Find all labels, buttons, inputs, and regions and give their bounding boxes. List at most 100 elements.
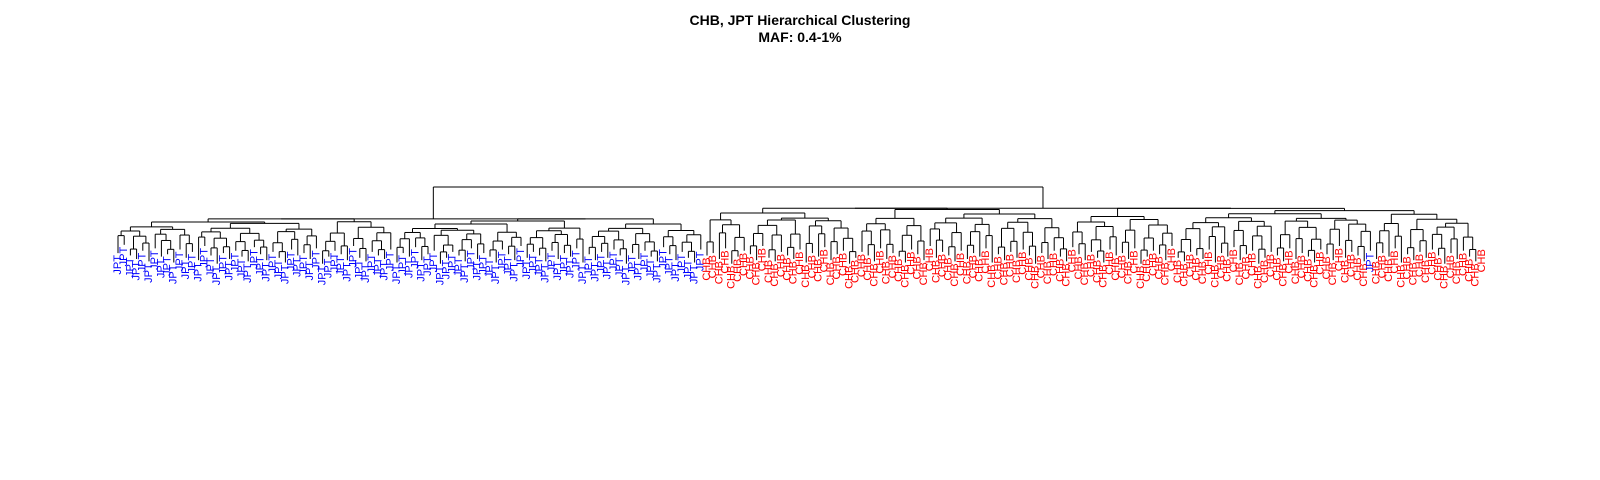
leaf-label-chb: CHB (1278, 263, 1290, 286)
leaf-label-jpt: JPT (620, 265, 632, 285)
leaf-label-chb: CHB (875, 250, 887, 273)
leaf-label-chb: CHB (1222, 259, 1234, 282)
leaf-label-chb: CHB (881, 261, 893, 284)
leaf-label-jpt: JPT (633, 261, 645, 281)
leaf-label-jpt: JPT (168, 264, 180, 284)
leaf-label-jpt: JPT (261, 262, 273, 282)
leaf-label-chb: CHB (1110, 257, 1122, 280)
leaf-label-chb: CHB (1147, 253, 1159, 276)
leaf-label-chb: CHB (744, 256, 756, 279)
leaf-label-chb: CHB (1172, 260, 1184, 283)
leaf-label-chb: CHB (1247, 253, 1259, 276)
chart-title: CHB, JPT Hierarchical Clustering (689, 12, 911, 28)
leaf-label-jpt: JPT (366, 254, 378, 274)
leaf-label-chb: CHB (1470, 263, 1482, 286)
leaf-label-chb: CHB (980, 250, 992, 273)
leaf-label-chb: CHB (831, 256, 843, 279)
leaf-label-jpt: JPT (676, 254, 688, 274)
leaf-label-jpt: JPT (397, 255, 409, 275)
leaf-label-chb: CHB (1389, 250, 1401, 273)
leaf-label-jpt: JPT (503, 256, 515, 276)
leaf-label-chb: CHB (1092, 260, 1104, 283)
leaf-label-jpt: JPT (180, 260, 192, 280)
leaf-label-jpt: JPT (527, 254, 539, 274)
leaf-label-chb: CHB (1154, 256, 1166, 279)
leaf-label-jpt: JPT (589, 262, 601, 282)
leaf-label-chb: CHB (906, 252, 918, 275)
leaf-label-chb: CHB (806, 255, 818, 278)
leaf-label-chb: CHB (1129, 250, 1141, 273)
leaf-label-chb: CHB (1098, 265, 1110, 288)
leaf-label-chb: CHB (893, 259, 905, 282)
leaf-label-jpt: JPT (534, 257, 546, 277)
leaf-label-jpt: JPT (540, 263, 552, 283)
leaf-label-chb: CHB (1383, 259, 1395, 282)
leaf-label-jpt: JPT (447, 254, 459, 274)
leaf-label-chb: CHB (825, 262, 837, 285)
leaf-label-jpt: JPT (472, 261, 484, 281)
leaf-label-chb: CHB (1408, 262, 1420, 285)
leaf-label-chb: CHB (924, 248, 936, 271)
leaf-label-chb: CHB (937, 254, 949, 277)
leaf-label-chb: CHB (788, 261, 800, 284)
leaf-label-chb: CHB (1104, 252, 1116, 275)
leaf-label-chb: CHB (794, 252, 806, 275)
leaf-label-chb: CHB (1141, 259, 1153, 282)
leaf-label-jpt: JPT (143, 263, 155, 283)
leaf-label-chb: CHB (1426, 252, 1438, 275)
leaf-label-jpt: JPT (292, 257, 304, 277)
leaf-label-chb: CHB (912, 256, 924, 279)
leaf-label-chb: CHB (1061, 263, 1073, 286)
leaf-label-chb: CHB (961, 261, 973, 284)
leaf-label-chb: CHB (800, 265, 812, 288)
leaf-label-chb: CHB (713, 261, 725, 284)
leaf-label-chb: CHB (1135, 266, 1147, 289)
leaf-label-jpt: JPT (317, 265, 329, 285)
leaf-label-jpt: JPT (490, 264, 502, 284)
leaf-label-jpt: JPT (478, 255, 490, 275)
leaf-label-chb: CHB (1457, 253, 1469, 276)
leaf-label-chb: CHB (1240, 256, 1252, 279)
leaf-label-jpt: JPT (565, 258, 577, 278)
chart-title-block: CHB, JPT Hierarchical Clustering MAF: 0.… (0, 12, 1600, 46)
leaf-label-jpt: JPT (193, 262, 205, 282)
leaf-label-chb: CHB (1216, 255, 1228, 278)
leaf-label-jpt: JPT (149, 250, 161, 270)
leaf-label-jpt: JPT (211, 265, 223, 285)
leaf-label-jpt: JPT (403, 258, 415, 278)
leaf-label-jpt: JPT (465, 250, 477, 270)
leaf-label-jpt: JPT (155, 258, 167, 278)
leaf-label-chb: CHB (751, 262, 763, 285)
leaf-label-jpt: JPT (670, 262, 682, 282)
leaf-label-chb: CHB (1327, 262, 1339, 285)
leaf-label-chb: CHB (775, 254, 787, 277)
leaf-label-jpt: JPT (459, 263, 471, 283)
leaf-label-jpt: JPT (255, 256, 267, 276)
leaf-label-chb: CHB (930, 260, 942, 283)
leaf-label-chb: CHB (720, 250, 732, 273)
leaf-label-chb: CHB (918, 262, 930, 285)
leaf-label-chb: CHB (1414, 254, 1426, 277)
leaf-label-jpt: JPT (379, 261, 391, 281)
leaf-label-jpt: JPT (273, 260, 285, 280)
leaf-label-jpt: JPT (453, 257, 465, 277)
leaf-label-chb: CHB (1085, 254, 1097, 277)
leaf-label-jpt: JPT (558, 255, 570, 275)
leaf-label-chb: CHB (887, 255, 899, 278)
leaf-label-chb: CHB (1203, 252, 1215, 275)
leaf-label-jpt: JPT (279, 264, 291, 284)
leaf-label-jpt: JPT (112, 255, 124, 275)
leaf-label-chb: CHB (999, 262, 1011, 285)
leaf-label-jpt: JPT (329, 252, 341, 272)
chart-subtitle: MAF: 0.4-1% (758, 29, 842, 45)
leaf-label-chb: CHB (1116, 255, 1128, 278)
leaf-label-jpt: JPT (416, 262, 428, 282)
leaf-label-chb: CHB (726, 266, 738, 289)
leaf-label-chb: CHB (1234, 262, 1246, 285)
leaf-label-jpt: JPT (614, 257, 626, 277)
leaf-label-chb: CHB (1420, 260, 1432, 283)
leaf-label-chb: CHB (868, 263, 880, 286)
leaf-label-jpt: JPT (131, 261, 143, 281)
leaf-label-jpt: JPT (645, 258, 657, 278)
leaf-label-chb: CHB (1439, 266, 1451, 289)
